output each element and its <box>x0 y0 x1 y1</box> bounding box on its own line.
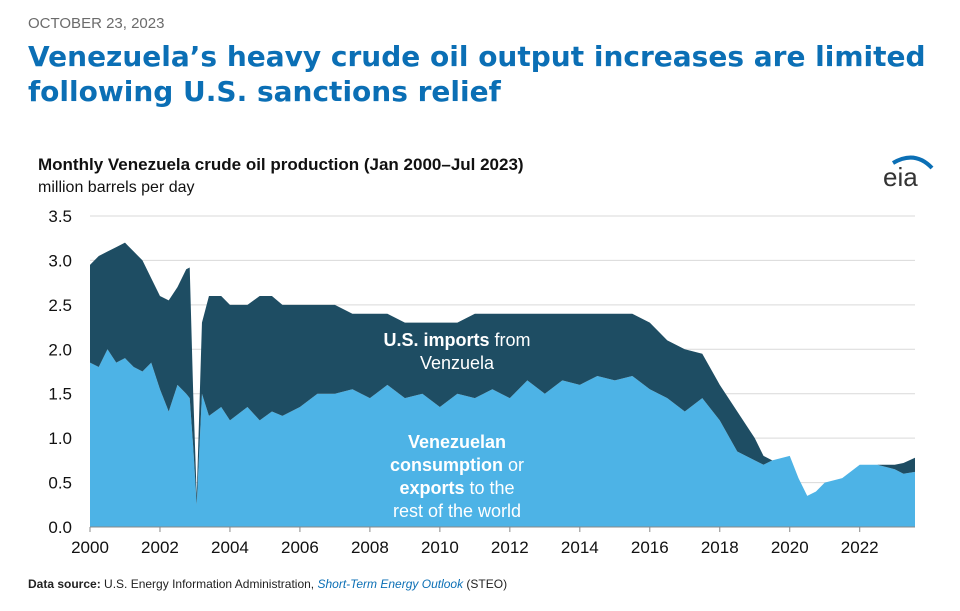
annotation-part: exports <box>399 478 464 498</box>
annotation-part: rest of the world <box>393 501 521 521</box>
area <box>90 242 915 505</box>
x-tick-label: 2000 <box>71 538 109 557</box>
unit-label: million barrels per day <box>38 179 195 196</box>
y-tick-label: 3.5 <box>48 207 72 226</box>
title: following U.S. sanctions relief <box>28 75 502 108</box>
y-tick-label: 2.0 <box>48 340 72 359</box>
x-tick-label: 2014 <box>561 538 599 557</box>
annotation-part: U.S. imports <box>383 330 489 350</box>
x-tick-label: 2020 <box>771 538 809 557</box>
y-tick-label: 3.0 <box>48 251 72 270</box>
x-tick-label: 2004 <box>211 538 249 557</box>
y-tick-label: 2.5 <box>48 296 72 315</box>
x-tick-label: 2006 <box>281 538 319 557</box>
annotation-part: consumption <box>390 455 503 475</box>
logo-arc <box>891 155 934 170</box>
annotation: Venezuelan <box>408 432 506 452</box>
annotation-part: from <box>490 330 531 350</box>
y-tick-label: 1.0 <box>48 429 72 448</box>
annotation: Venzuela <box>420 353 495 373</box>
annotation: rest of the world <box>393 501 521 521</box>
x-tick-label: 2022 <box>841 538 879 557</box>
y-tick-label: 0.0 <box>48 518 72 537</box>
chart-title: Monthly Venezuela crude oil production (… <box>38 155 524 174</box>
annotation-part: Venezuelan <box>408 432 506 452</box>
footer-part: Data source: <box>28 577 101 591</box>
annotation: consumption or <box>390 455 524 475</box>
x-tick-label: 2012 <box>491 538 529 557</box>
y-tick-label: 1.5 <box>48 385 72 404</box>
date: OCTOBER 23, 2023 <box>28 15 164 32</box>
footer: Data source: U.S. Energy Information Adm… <box>28 577 507 591</box>
annotation-part: Venzuela <box>420 353 495 373</box>
annotation: U.S. imports from <box>383 330 530 350</box>
x-tick-label: 2002 <box>141 538 179 557</box>
annotation-part: to the <box>464 478 514 498</box>
annotation: exports to the <box>399 478 514 498</box>
y-tick-label: 0.5 <box>48 474 72 493</box>
x-tick-label: 2016 <box>631 538 669 557</box>
logo: eia <box>883 162 918 192</box>
footer-part: U.S. Energy Information Administration, <box>101 577 318 591</box>
x-tick-label: 2008 <box>351 538 389 557</box>
x-tick-label: 2010 <box>421 538 459 557</box>
annotation-part: or <box>503 455 524 475</box>
footer-part: Short-Term Energy Outlook <box>317 577 464 591</box>
x-tick-label: 2018 <box>701 538 739 557</box>
area <box>90 349 915 527</box>
footer-part: (STEO) <box>463 577 507 591</box>
title: Venezuela’s heavy crude oil output incre… <box>28 40 926 73</box>
